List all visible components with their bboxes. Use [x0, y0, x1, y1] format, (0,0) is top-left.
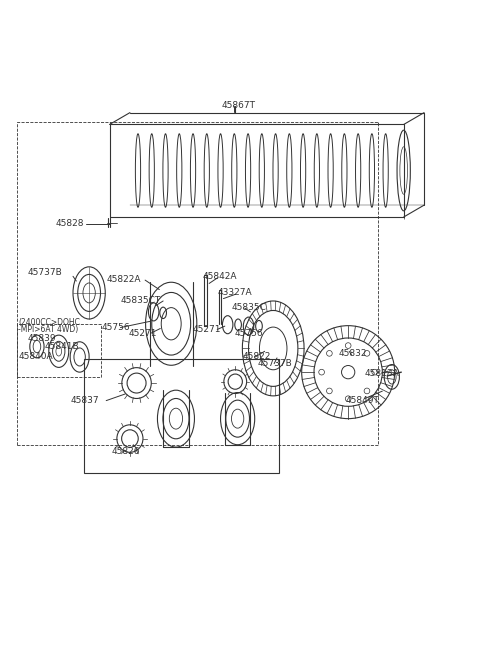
- Text: 45756: 45756: [101, 323, 130, 332]
- Text: 45832: 45832: [339, 349, 367, 358]
- Text: 45867T: 45867T: [222, 101, 256, 110]
- Text: 45837: 45837: [70, 396, 99, 405]
- Bar: [84, 359, 279, 473]
- Text: 45828: 45828: [56, 219, 84, 228]
- Text: 45842A: 45842A: [203, 272, 238, 281]
- Text: 45849T: 45849T: [345, 396, 379, 405]
- Text: 43327A: 43327A: [218, 288, 252, 298]
- Text: 45813A: 45813A: [364, 369, 399, 378]
- Text: 45835CT: 45835CT: [120, 296, 161, 306]
- Bar: [17, 324, 101, 377]
- Text: (2400CC>DOHC: (2400CC>DOHC: [18, 318, 80, 327]
- Text: -MPI>6AT 4WD): -MPI>6AT 4WD): [18, 325, 78, 334]
- Text: 45271: 45271: [192, 325, 221, 334]
- Bar: [17, 122, 378, 445]
- Text: 45835C: 45835C: [231, 303, 266, 311]
- Text: 45826: 45826: [112, 447, 140, 457]
- Text: 45839: 45839: [27, 334, 56, 344]
- Text: 45822A: 45822A: [106, 275, 141, 284]
- Text: 45737B: 45737B: [258, 359, 293, 368]
- Text: 45737B: 45737B: [27, 268, 62, 277]
- Text: 45271: 45271: [129, 328, 157, 338]
- Text: 45840A: 45840A: [18, 352, 53, 361]
- Text: 45841B: 45841B: [45, 342, 79, 351]
- Text: 45756: 45756: [234, 328, 263, 338]
- Text: 45822: 45822: [242, 352, 271, 361]
